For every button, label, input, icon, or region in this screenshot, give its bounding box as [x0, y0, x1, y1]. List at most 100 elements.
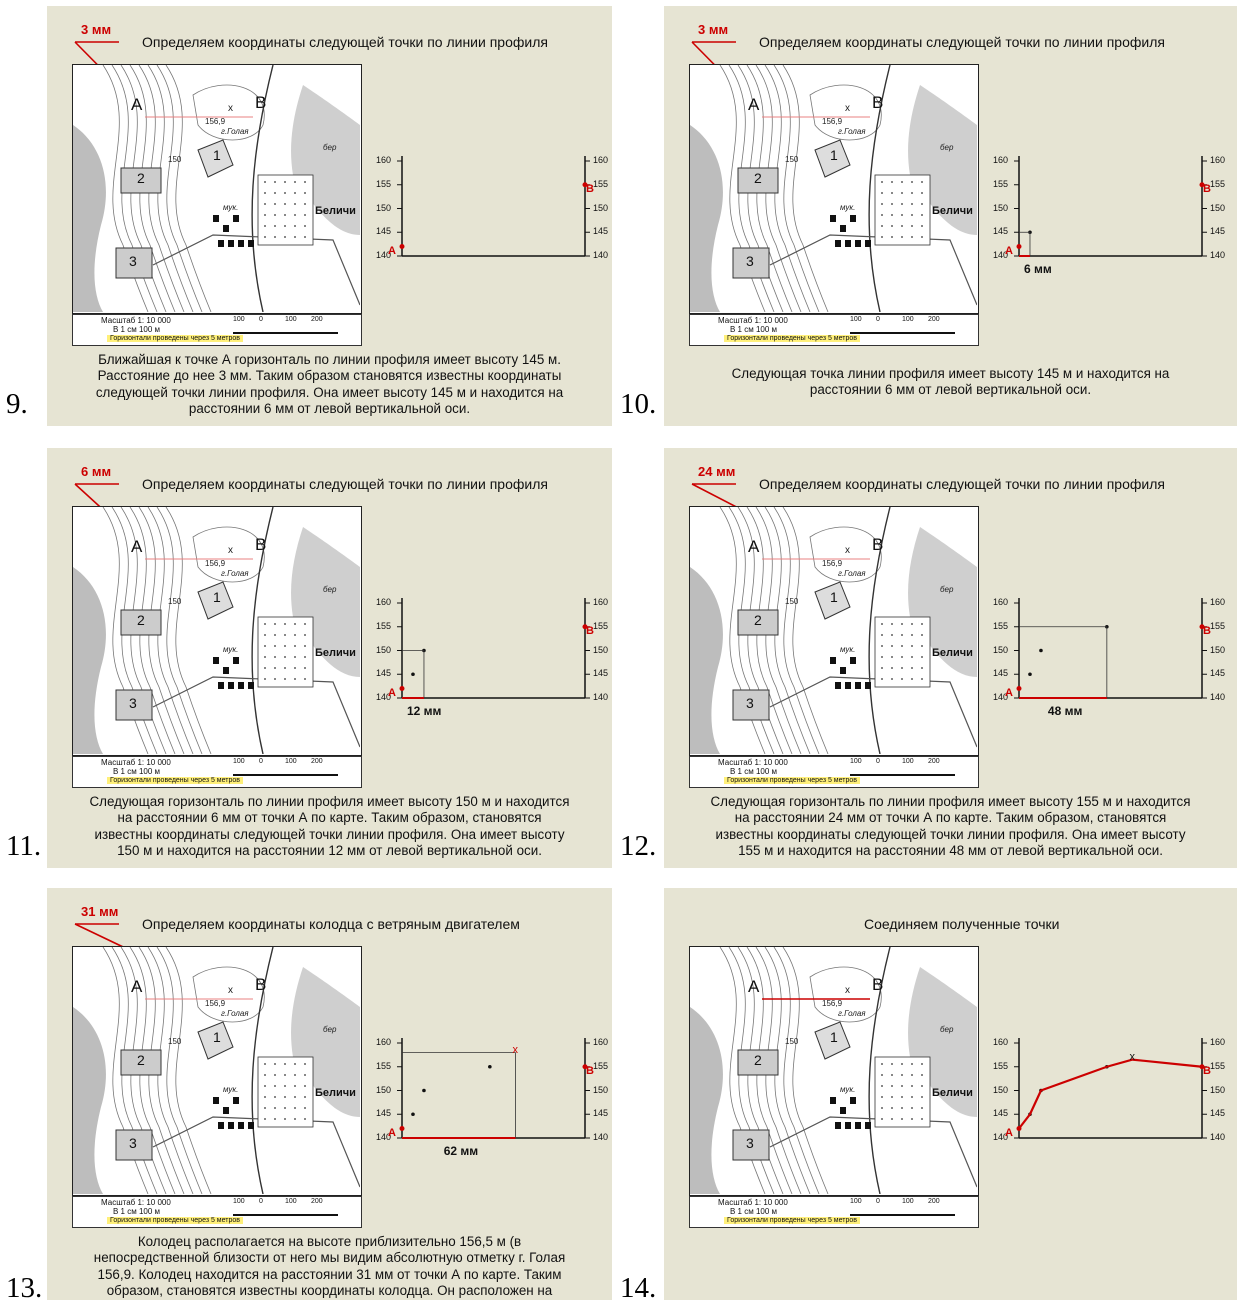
point-a-label: А — [748, 537, 760, 556]
marsh-area — [908, 85, 977, 235]
legend-note: Горизонтали проведены через 5 метров — [107, 335, 243, 342]
scale-bar — [233, 332, 338, 334]
contour-line — [746, 507, 793, 754]
river-band — [690, 567, 723, 754]
scale-tick: 200 — [928, 316, 940, 323]
well-marker: x — [228, 985, 233, 996]
scale-tick: 100 — [285, 316, 297, 323]
scale-tick: 100 — [285, 758, 297, 765]
building — [238, 240, 244, 247]
zone-3-label: 3 — [129, 253, 137, 269]
slide-caption: Ближайшая к точке А горизонталь по линии… — [95, 352, 564, 417]
highway — [769, 234, 977, 306]
profile-label-a: А — [388, 1126, 396, 1139]
marsh-area — [291, 85, 360, 235]
elevation-label: 156,9 — [205, 999, 226, 1008]
zone-3-label: 3 — [746, 253, 754, 269]
highway — [769, 676, 977, 748]
slide-header: Определяем координаты колодца с ветряным… — [142, 916, 520, 932]
road — [868, 947, 891, 1194]
river-label: бер — [323, 1025, 337, 1034]
village-label: Беличи — [315, 205, 356, 217]
tick-label-right: 145 — [593, 226, 609, 237]
tick-label-right: 150 — [593, 644, 609, 655]
contour-line — [719, 65, 766, 312]
river-band — [690, 1007, 723, 1194]
contour-line — [147, 65, 194, 312]
profile-label-b: В — [1203, 624, 1211, 637]
scale-tick: 100 — [850, 316, 862, 323]
topographic-map: А B 156,9 г.Голая x Беличи бер 150 мук. 1 2 3 — [689, 506, 979, 756]
scale-tick: 100 — [902, 758, 914, 765]
road — [251, 65, 274, 312]
orchard — [257, 616, 314, 688]
hill-contour — [809, 966, 882, 1023]
map-legend: Масштаб 1: 10 000 В 1 см 100 м Горизонтали… — [689, 1196, 979, 1228]
legend-scale: Масштаб 1: 10 000 — [101, 758, 171, 767]
legend-cm: В 1 см 100 м — [113, 325, 161, 334]
contour-line — [147, 947, 194, 1194]
profile-label-a: А — [1005, 244, 1013, 257]
tick-label-right: 150 — [593, 1084, 609, 1095]
legend-scale: Масштаб 1: 10 000 — [101, 1198, 171, 1207]
tick-label-right: 160 — [593, 597, 609, 607]
river-band — [690, 125, 723, 312]
zone-3 — [115, 1129, 153, 1161]
contour-line — [111, 947, 158, 1194]
tick-label-right: 155 — [1210, 1060, 1226, 1071]
scale-tick: 0 — [259, 316, 263, 323]
orchard — [874, 174, 931, 246]
building — [233, 215, 239, 222]
building — [855, 682, 861, 689]
building — [855, 1122, 861, 1129]
building — [248, 682, 254, 689]
highway — [152, 676, 360, 748]
scale-tick: 100 — [233, 316, 245, 323]
point-a-mark — [399, 244, 405, 249]
profile-label-a: А — [388, 686, 396, 699]
tick-label-left: 140 — [993, 1132, 1009, 1142]
tick-label-left: 145 — [376, 226, 392, 237]
zone-1-label: 1 — [830, 589, 838, 605]
map-legend: Масштаб 1: 10 000 В 1 см 100 м Горизонтали… — [689, 314, 979, 346]
contour-line — [737, 65, 784, 312]
contour-line — [755, 507, 802, 754]
contour-line — [746, 947, 793, 1194]
point-b-label: B — [255, 535, 267, 554]
slide-number: 11. — [6, 830, 42, 862]
slide-caption: Следующая горизонталь по линии профиля и… — [710, 794, 1191, 859]
tick-label-right: 160 — [593, 155, 609, 165]
tick-label-left: 160 — [376, 1037, 392, 1047]
village-label: Беличи — [932, 205, 973, 217]
scale-tick: 200 — [311, 758, 323, 765]
river-label: бер — [323, 585, 337, 594]
contour-line — [719, 947, 766, 1194]
contour-line — [129, 65, 176, 312]
zone-3 — [732, 1129, 770, 1161]
tick-label-left: 155 — [993, 178, 1009, 189]
contour-label: 150 — [168, 597, 182, 606]
zone-2 — [120, 167, 162, 194]
scale-tick: 0 — [876, 316, 880, 323]
road — [251, 507, 274, 754]
tick-label-left: 150 — [376, 644, 392, 655]
road — [868, 65, 891, 312]
slide-number: 10. — [620, 388, 657, 420]
tick-label-right: 140 — [593, 1132, 609, 1142]
distance-label: 48 мм — [1047, 704, 1083, 718]
topographic-map: А B 156,9 г.Голая x Беличи бер 150 мук. 1 2 3 — [689, 946, 979, 1196]
zone-1-label: 1 — [213, 147, 221, 163]
slide-number: 9. — [6, 388, 28, 420]
tick-label-right: 160 — [1210, 1037, 1226, 1047]
tick-label-right: 140 — [1210, 1132, 1226, 1142]
tick-label-left: 145 — [993, 1108, 1009, 1119]
road — [251, 947, 274, 1194]
tick-label-right: 145 — [1210, 668, 1226, 679]
hill-name-label: г.Голая — [838, 127, 866, 136]
contour-line — [120, 507, 167, 754]
elevation-label: 156,9 — [822, 999, 843, 1008]
contour-line — [782, 65, 829, 312]
zone-2 — [120, 1049, 162, 1076]
contour-line — [728, 947, 775, 1194]
zone-2-label: 2 — [137, 1052, 145, 1068]
